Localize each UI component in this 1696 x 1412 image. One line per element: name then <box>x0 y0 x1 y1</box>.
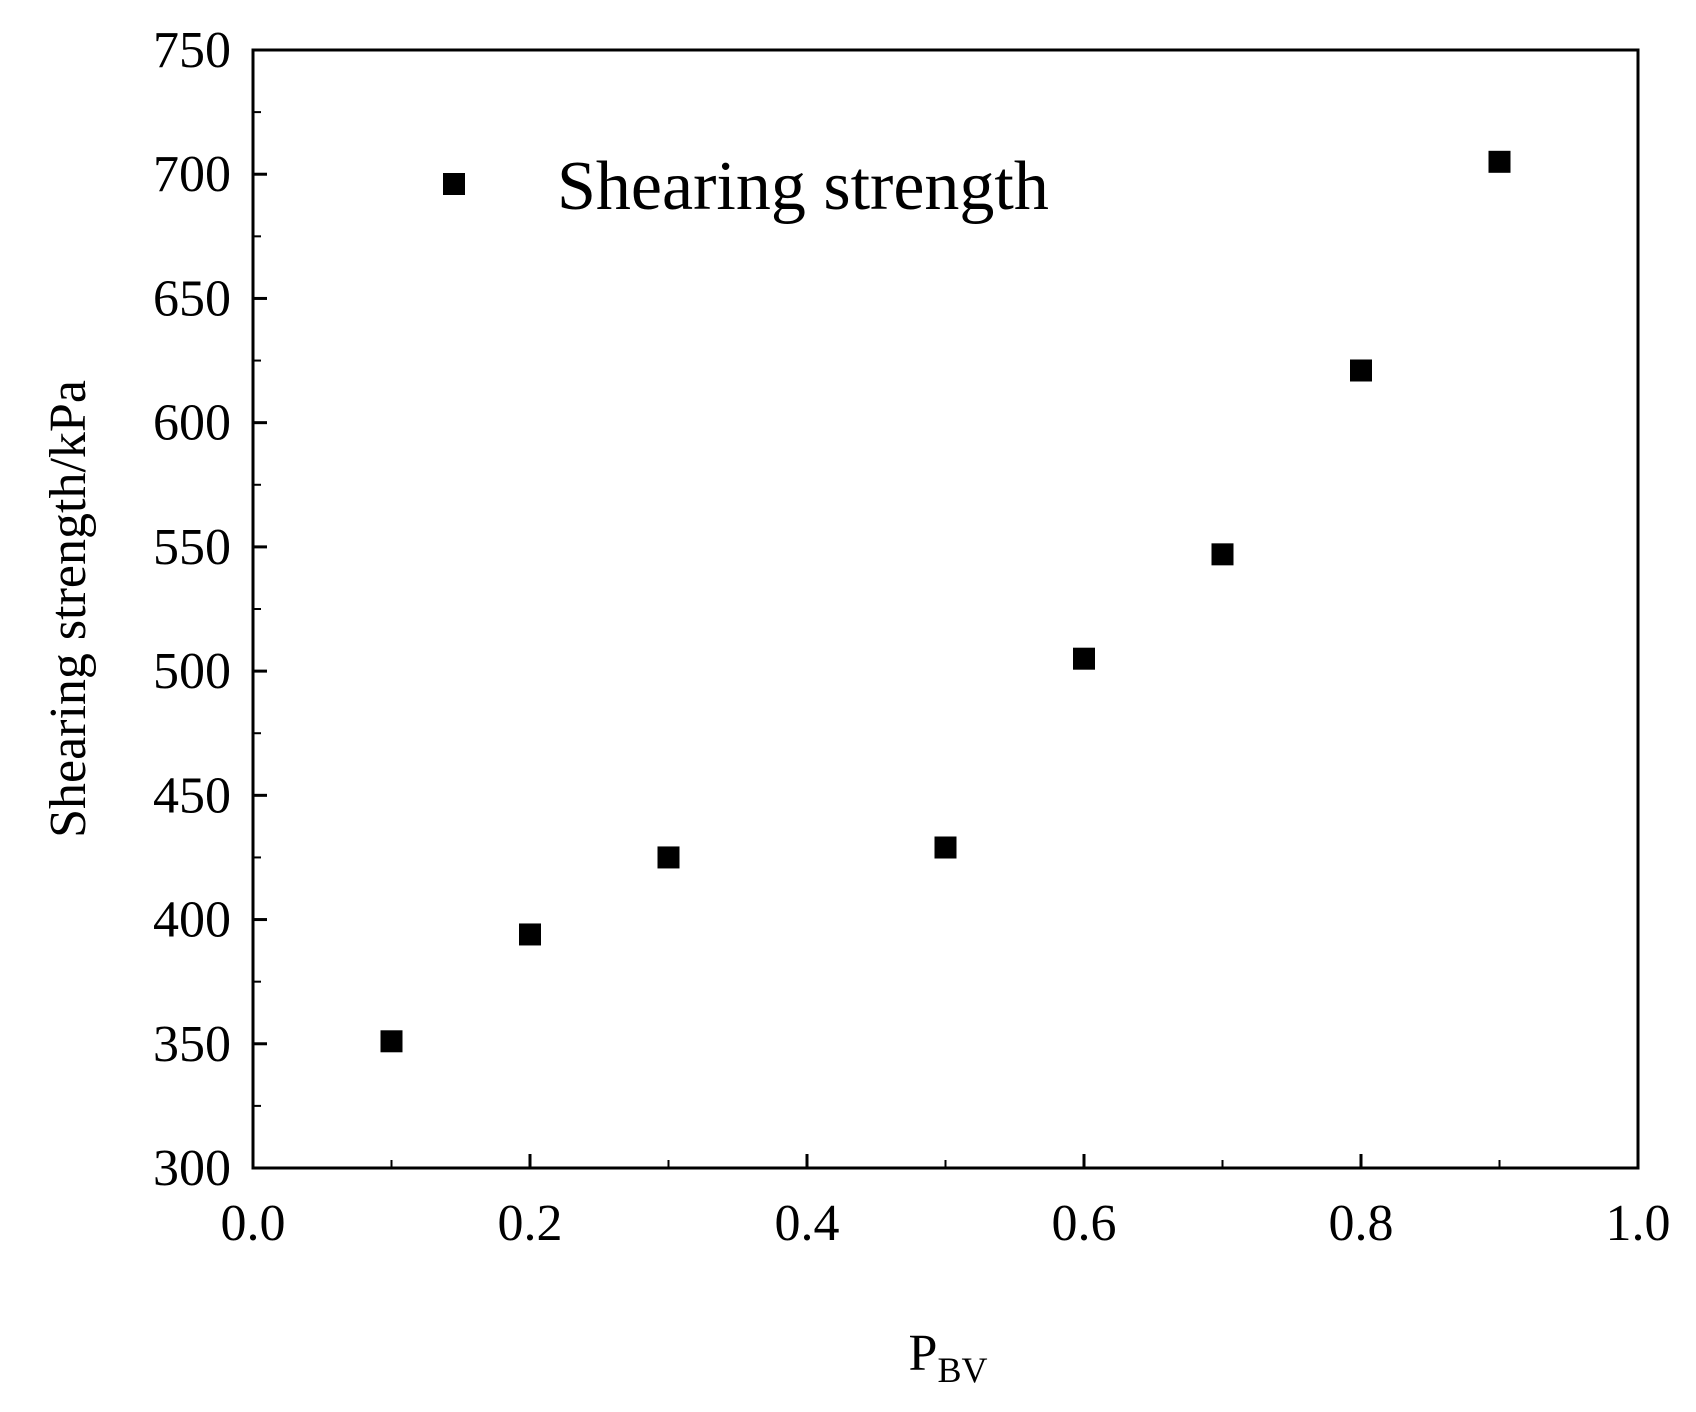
y-tick-label: 500 <box>153 643 231 700</box>
y-tick-label: 450 <box>153 767 231 824</box>
y-tick-label: 750 <box>153 22 231 79</box>
data-points <box>380 150 1511 1053</box>
legend-marker <box>443 173 465 195</box>
x-tick-label: 0.2 <box>498 1195 563 1252</box>
y-tick-label: 600 <box>153 395 231 452</box>
y-tick-label: 650 <box>153 270 231 327</box>
y-tick-label: 550 <box>153 519 231 576</box>
x-tick-label: 0.0 <box>221 1195 286 1252</box>
tick-labels: 0.0 0.2 0.4 0.6 0.8 1.0 300 350 400 450 500 550 600 6… <box>153 22 1671 1252</box>
y-tick-label: 300 <box>153 1140 231 1197</box>
legend-label: Shearing strength <box>557 148 1049 225</box>
x-tick-label: 0.4 <box>775 1195 840 1252</box>
data-point <box>1073 647 1095 670</box>
x-axis-title: PBV <box>909 1325 988 1390</box>
data-point <box>519 923 541 946</box>
data-point <box>1350 359 1372 382</box>
x-tick-label: 1.0 <box>1606 1195 1671 1252</box>
x-tick-label: 0.8 <box>1329 1195 1394 1252</box>
y-tick-label: 700 <box>153 146 231 203</box>
data-point <box>380 1030 403 1053</box>
data-point <box>1211 543 1234 566</box>
data-point <box>934 836 957 859</box>
x-tick-label: 0.6 <box>1052 1195 1117 1252</box>
data-point <box>657 846 680 869</box>
y-tick-label: 400 <box>153 892 231 949</box>
data-point <box>1488 150 1511 173</box>
plot-frame <box>251 48 1640 1170</box>
y-tick-label: 350 <box>153 1016 231 1073</box>
minor-ticks <box>253 111 1501 1168</box>
y-axis-title: Shearing strength/kPa <box>40 380 97 838</box>
legend: Shearing strength <box>443 148 1049 225</box>
